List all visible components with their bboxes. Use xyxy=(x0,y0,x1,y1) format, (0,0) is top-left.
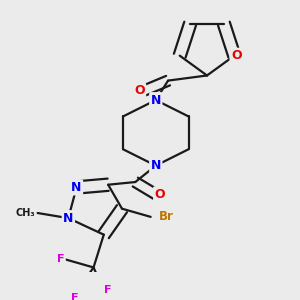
Text: F: F xyxy=(71,293,79,300)
Text: O: O xyxy=(231,49,242,62)
Text: F: F xyxy=(104,285,112,295)
Text: CH₃: CH₃ xyxy=(16,208,35,218)
Text: N: N xyxy=(71,181,82,194)
Text: Br: Br xyxy=(159,210,174,224)
Text: O: O xyxy=(154,188,165,201)
Text: N: N xyxy=(151,159,161,172)
Text: F: F xyxy=(57,254,64,264)
Text: O: O xyxy=(134,84,145,98)
Text: N: N xyxy=(63,212,74,225)
Text: N: N xyxy=(151,94,161,106)
